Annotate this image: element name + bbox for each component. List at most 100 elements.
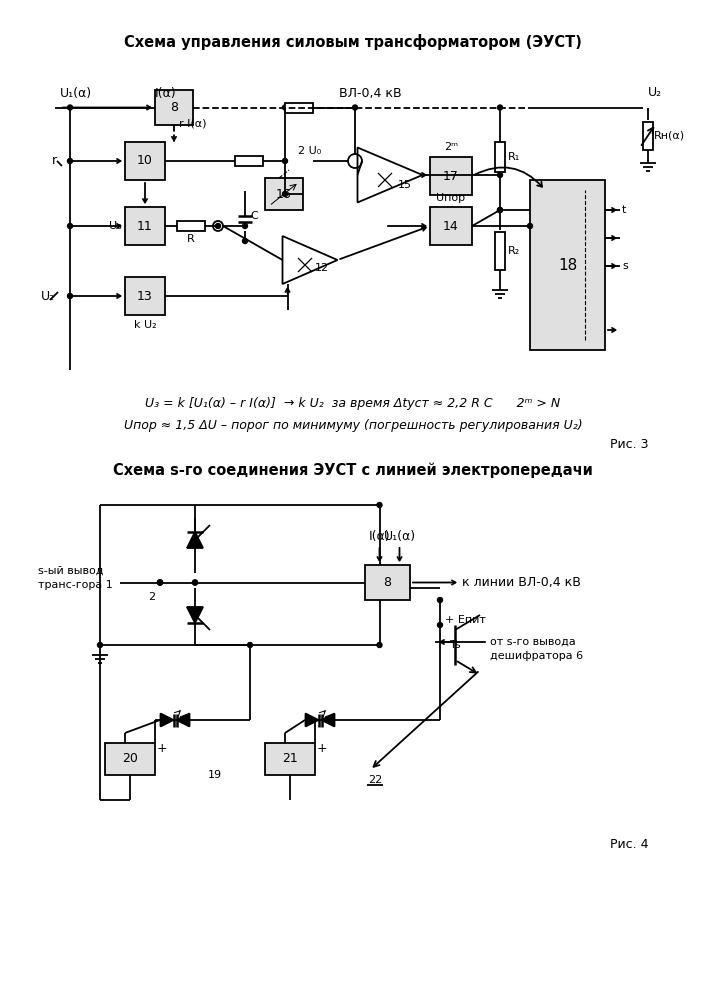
Bar bbox=[495, 232, 505, 270]
Bar bbox=[285, 103, 313, 112]
Text: 17: 17 bbox=[443, 169, 459, 182]
Text: I(α): I(α) bbox=[155, 87, 177, 100]
Text: Uпор ≈ 1,5 ΔU – порог по минимуму (погрешность регулирования U₂): Uпор ≈ 1,5 ΔU – порог по минимуму (погре… bbox=[124, 418, 583, 432]
Text: U₂: U₂ bbox=[41, 290, 55, 302]
Bar bbox=[365, 565, 410, 600]
Text: Uпор: Uпор bbox=[436, 193, 466, 203]
Text: 8: 8 bbox=[170, 101, 178, 114]
Circle shape bbox=[283, 158, 288, 163]
Text: дешифратора 6: дешифратора 6 bbox=[490, 651, 583, 661]
Circle shape bbox=[353, 105, 358, 110]
Text: 2 U₀: 2 U₀ bbox=[298, 146, 322, 156]
Circle shape bbox=[377, 502, 382, 508]
Text: r I(α): r I(α) bbox=[179, 119, 206, 129]
Circle shape bbox=[67, 294, 73, 298]
Text: 2: 2 bbox=[148, 592, 156, 602]
Text: Схема управления силовым трансформатором (ЭУСТ): Схема управления силовым трансформатором… bbox=[124, 34, 582, 50]
Polygon shape bbox=[160, 714, 173, 726]
Bar bbox=[265, 743, 315, 775]
Text: 11: 11 bbox=[137, 220, 153, 232]
Bar bbox=[125, 207, 165, 245]
Circle shape bbox=[243, 238, 247, 243]
Text: +: + bbox=[317, 742, 327, 754]
Text: s-ый вывод: s-ый вывод bbox=[38, 566, 103, 576]
Circle shape bbox=[192, 580, 197, 585]
Text: U₁(α): U₁(α) bbox=[383, 530, 416, 543]
Text: U₁(α): U₁(α) bbox=[60, 87, 92, 100]
Polygon shape bbox=[283, 236, 337, 284]
Text: 10: 10 bbox=[137, 154, 153, 167]
Circle shape bbox=[527, 224, 532, 229]
Text: 14: 14 bbox=[443, 220, 459, 232]
Text: 12: 12 bbox=[315, 263, 329, 273]
Text: 20: 20 bbox=[122, 752, 138, 766]
Bar bbox=[177, 221, 205, 231]
Circle shape bbox=[67, 105, 73, 110]
Bar bbox=[125, 277, 165, 315]
Text: I(α): I(α) bbox=[368, 530, 390, 543]
Circle shape bbox=[438, 597, 443, 602]
Circle shape bbox=[158, 580, 163, 585]
Bar bbox=[265, 178, 303, 210]
Text: транс-гора 1: транс-гора 1 bbox=[38, 580, 112, 589]
Text: 2ᵐ: 2ᵐ bbox=[444, 142, 458, 152]
Text: от s-го вывода: от s-го вывода bbox=[490, 637, 575, 647]
Polygon shape bbox=[177, 714, 189, 726]
Circle shape bbox=[158, 580, 163, 585]
Text: 16: 16 bbox=[276, 188, 292, 200]
Circle shape bbox=[192, 580, 197, 585]
Text: r: r bbox=[52, 154, 57, 167]
Text: 19: 19 bbox=[208, 770, 222, 780]
Text: 18: 18 bbox=[558, 257, 577, 272]
Text: R: R bbox=[187, 234, 195, 244]
Text: 21: 21 bbox=[282, 752, 298, 766]
Text: 8: 8 bbox=[383, 576, 392, 589]
Circle shape bbox=[216, 224, 221, 229]
Text: U₂: U₂ bbox=[648, 87, 662, 100]
Text: ВЛ-0,4 кВ: ВЛ-0,4 кВ bbox=[339, 87, 402, 100]
Text: Рис. 4: Рис. 4 bbox=[609, 838, 648, 852]
Circle shape bbox=[247, 643, 252, 648]
Circle shape bbox=[377, 643, 382, 648]
Text: Rн(α): Rн(α) bbox=[654, 130, 685, 140]
Text: к линии ВЛ-0,4 кВ: к линии ВЛ-0,4 кВ bbox=[462, 576, 581, 589]
Polygon shape bbox=[322, 714, 334, 726]
Text: t: t bbox=[622, 205, 626, 215]
Text: Схема s-го соединения ЭУСТ с линией электропередачи: Схема s-го соединения ЭУСТ с линией элек… bbox=[113, 462, 593, 478]
Text: U₃: U₃ bbox=[110, 221, 122, 231]
Circle shape bbox=[498, 208, 503, 213]
Bar bbox=[495, 142, 505, 172]
Circle shape bbox=[67, 224, 73, 229]
Circle shape bbox=[498, 105, 503, 110]
Text: + Eпит: + Eпит bbox=[445, 615, 486, 625]
Polygon shape bbox=[187, 607, 203, 623]
Bar bbox=[155, 90, 193, 125]
Bar bbox=[643, 121, 653, 149]
Text: 13: 13 bbox=[137, 290, 153, 302]
Text: R₁: R₁ bbox=[508, 152, 520, 162]
Bar bbox=[530, 180, 605, 350]
Circle shape bbox=[498, 172, 503, 178]
Text: Рис. 3: Рис. 3 bbox=[609, 438, 648, 452]
Text: s: s bbox=[622, 261, 628, 271]
Text: R₂: R₂ bbox=[508, 246, 520, 256]
Polygon shape bbox=[305, 714, 318, 726]
Circle shape bbox=[67, 158, 73, 163]
Polygon shape bbox=[358, 147, 423, 202]
Text: Ts: Ts bbox=[450, 640, 461, 650]
Circle shape bbox=[243, 224, 247, 229]
Circle shape bbox=[158, 580, 163, 585]
Bar bbox=[235, 156, 263, 166]
Circle shape bbox=[283, 192, 288, 196]
Text: 22: 22 bbox=[368, 775, 382, 785]
Bar bbox=[430, 207, 472, 245]
Circle shape bbox=[498, 208, 503, 213]
Text: U₃ = k [U₁(α) – r I(α)]  → k U₂  за время Δtуст ≈ 2,2 R C      2ᵐ > N: U₃ = k [U₁(α) – r I(α)] → k U₂ за время … bbox=[146, 397, 561, 410]
Text: +: + bbox=[157, 742, 168, 754]
Text: C: C bbox=[250, 211, 258, 221]
Circle shape bbox=[98, 643, 103, 648]
Text: k U₂: k U₂ bbox=[134, 320, 156, 330]
Bar bbox=[125, 142, 165, 180]
Circle shape bbox=[283, 105, 288, 110]
Circle shape bbox=[438, 622, 443, 628]
